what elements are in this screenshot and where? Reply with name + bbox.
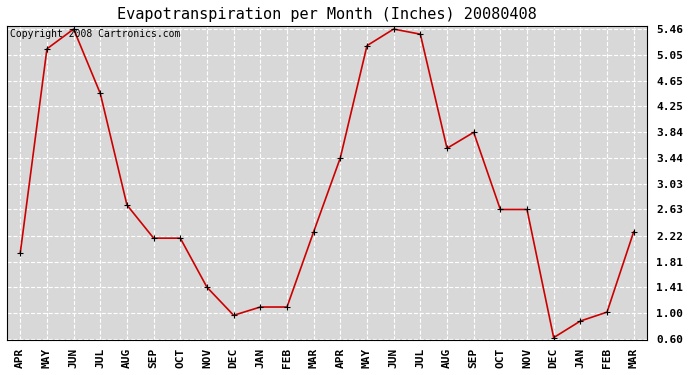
Title: Evapotranspiration per Month (Inches) 20080408: Evapotranspiration per Month (Inches) 20… (117, 7, 537, 22)
Text: Copyright 2008 Cartronics.com: Copyright 2008 Cartronics.com (10, 29, 181, 39)
